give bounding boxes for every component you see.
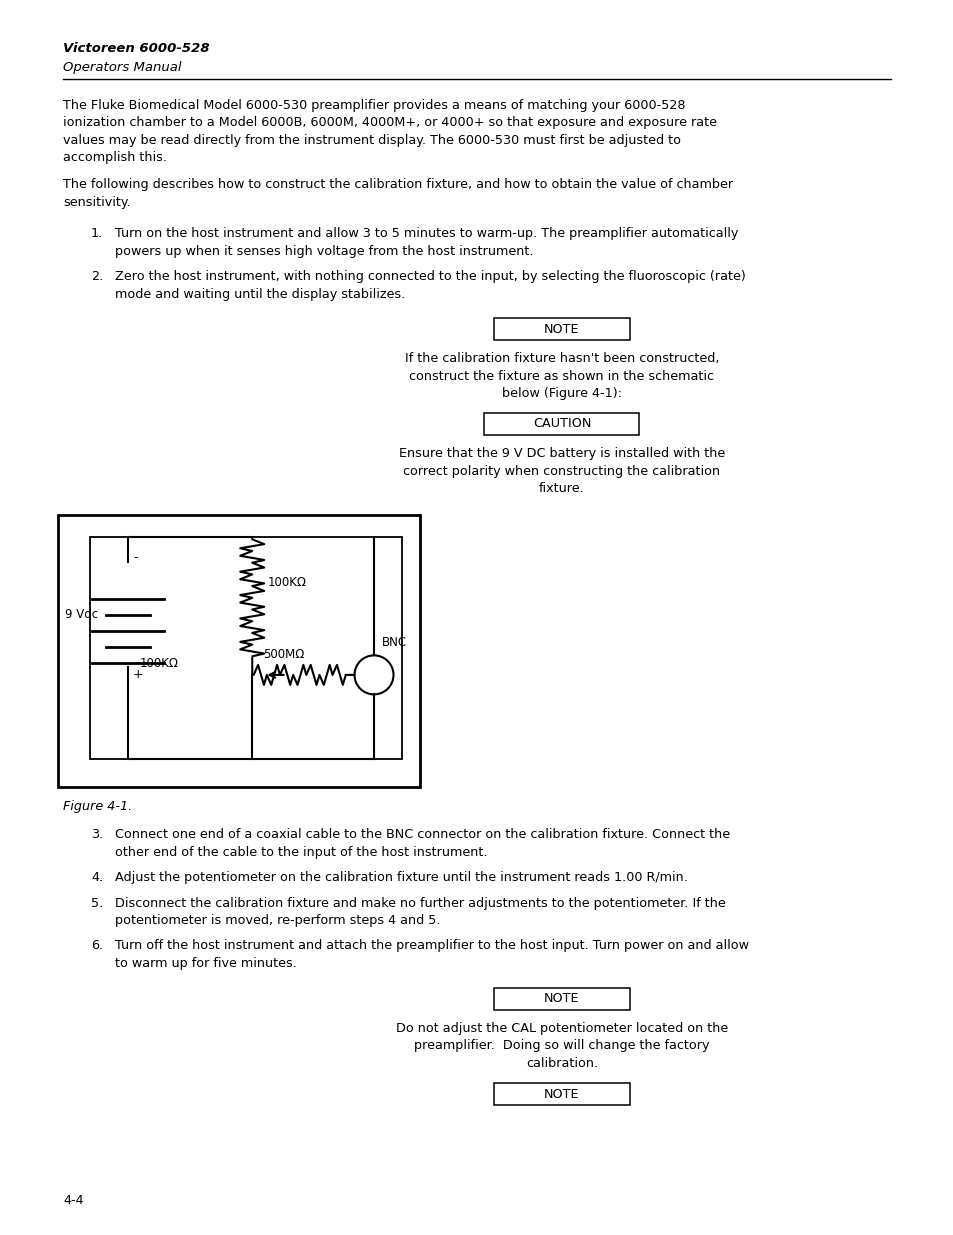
Text: mode and waiting until the display stabilizes.: mode and waiting until the display stabi… [115,288,405,300]
Bar [58,515,419,787]
Text: Ensure that the 9 V DC battery is installed with the: Ensure that the 9 V DC battery is instal… [398,447,724,459]
Bar [494,988,629,1009]
Text: 6.: 6. [91,940,103,952]
Text: to warm up for five minutes.: to warm up for five minutes. [115,957,296,969]
Text: 4.: 4. [91,871,103,884]
Text: NOTE: NOTE [543,322,579,336]
Text: Operators Manual: Operators Manual [63,62,181,74]
Text: 500MΩ: 500MΩ [262,648,304,661]
Text: 9 Vdc: 9 Vdc [65,609,98,621]
Text: 3.: 3. [91,829,103,841]
Text: ionization chamber to a Model 6000B, 6000M, 4000M+, or 4000+ so that exposure an: ionization chamber to a Model 6000B, 600… [63,116,717,128]
Text: The following describes how to construct the calibration fixture, and how to obt: The following describes how to construct… [63,178,732,191]
Text: +: + [132,668,144,682]
Text: construct the fixture as shown in the schematic: construct the fixture as shown in the sc… [409,369,714,383]
Text: Adjust the potentiometer on the calibration fixture until the instrument reads 1: Adjust the potentiometer on the calibrat… [115,871,687,884]
Text: NOTE: NOTE [543,1088,579,1100]
Text: Figure 4-1.: Figure 4-1. [63,800,132,814]
Bar [494,1083,629,1105]
Text: accomplish this.: accomplish this. [63,151,167,164]
Text: sensitivity.: sensitivity. [63,195,131,209]
Text: Connect one end of a coaxial cable to the BNC connector on the calibration fixtu: Connect one end of a coaxial cable to th… [115,829,729,841]
Text: fixture.: fixture. [538,482,584,495]
Text: Disconnect the calibration fixture and make no further adjustments to the potent: Disconnect the calibration fixture and m… [115,897,725,909]
Text: below (Figure 4-1):: below (Figure 4-1): [501,388,621,400]
Text: 1.: 1. [91,227,103,240]
Text: NOTE: NOTE [543,992,579,1005]
Text: calibration.: calibration. [525,1057,598,1070]
Text: -: - [132,551,137,564]
Text: If the calibration fixture hasn't been constructed,: If the calibration fixture hasn't been c… [404,352,719,366]
Text: potentiometer is moved, re-perform steps 4 and 5.: potentiometer is moved, re-perform steps… [115,914,440,927]
Text: CAUTION: CAUTION [533,417,591,430]
Text: 2.: 2. [91,270,103,283]
Text: Victoreen 6000-528: Victoreen 6000-528 [63,42,210,56]
Text: Turn on the host instrument and allow 3 to 5 minutes to warm-up. The preamplifie: Turn on the host instrument and allow 3 … [115,227,738,240]
Text: other end of the cable to the input of the host instrument.: other end of the cable to the input of t… [115,846,487,858]
Text: 5.: 5. [91,897,103,909]
Text: powers up when it senses high voltage from the host instrument.: powers up when it senses high voltage fr… [115,245,533,258]
Bar [494,319,629,340]
Text: Zero the host instrument, with nothing connected to the input, by selecting the : Zero the host instrument, with nothing c… [115,270,745,283]
Text: The Fluke Biomedical Model 6000-530 preamplifier provides a means of matching yo: The Fluke Biomedical Model 6000-530 prea… [63,99,685,111]
Text: BNC: BNC [381,636,407,650]
Text: Turn off the host instrument and attach the preamplifier to the host input. Turn: Turn off the host instrument and attach … [115,940,748,952]
Text: values may be read directly from the instrument display. The 6000-530 must first: values may be read directly from the ins… [63,133,680,147]
Text: correct polarity when constructing the calibration: correct polarity when constructing the c… [403,464,720,478]
Text: 4-4: 4-4 [63,1194,84,1207]
Text: 100KΩ: 100KΩ [140,657,179,669]
Text: preamplifier.  Doing so will change the factory: preamplifier. Doing so will change the f… [414,1039,709,1052]
Text: 100KΩ: 100KΩ [267,576,306,589]
Bar [484,412,639,435]
Text: Do not adjust the CAL potentiometer located on the: Do not adjust the CAL potentiometer loca… [395,1021,727,1035]
Bar [90,537,401,760]
